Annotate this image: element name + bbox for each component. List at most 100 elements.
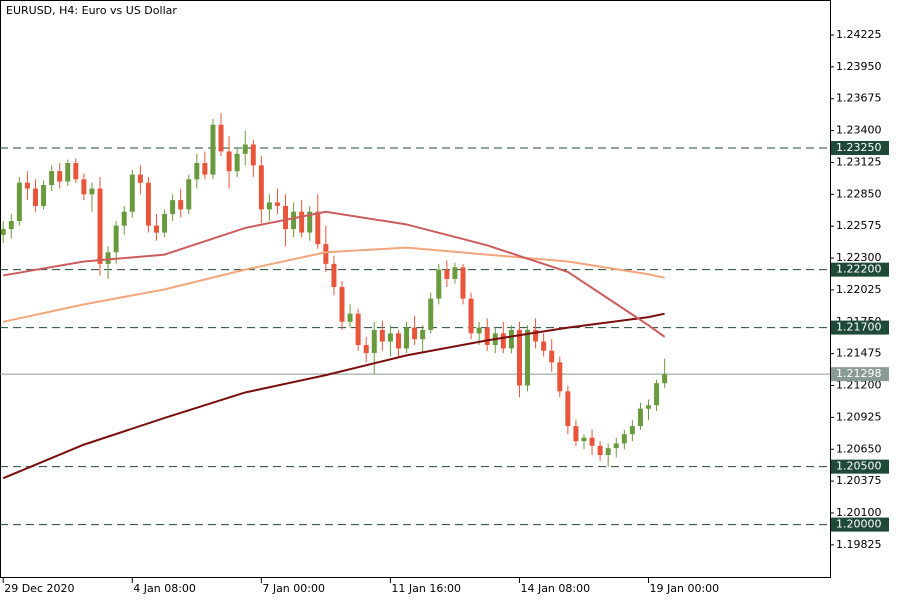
candle-body — [621, 434, 627, 444]
plot-layer — [0, 113, 830, 526]
candle-body — [444, 269, 450, 279]
candle-body — [0, 229, 6, 235]
level-tag — [831, 517, 889, 532]
candle-body — [646, 405, 652, 409]
y-tick-label: 1.22850 — [836, 187, 882, 200]
candle-body — [541, 341, 547, 351]
x-tick-label: 29 Dec 2020 — [4, 582, 74, 595]
moving-average — [2, 312, 665, 480]
candle-body — [484, 327, 490, 345]
x-tick-label: 19 Jan 00:00 — [650, 582, 720, 595]
candle-body — [274, 202, 280, 206]
candle-body — [194, 163, 200, 180]
candle-body — [412, 327, 418, 340]
candle-body — [145, 182, 151, 226]
y-tick-label: 1.23400 — [836, 124, 882, 137]
candle-body — [581, 437, 587, 442]
chart-title: EURUSD, H4: Euro vs US Dollar — [6, 4, 177, 17]
y-tick-label: 1.20100 — [836, 506, 882, 519]
level-tag — [831, 459, 889, 474]
candle-body — [387, 333, 393, 342]
level-tag — [831, 262, 889, 277]
y-tick-label: 1.20650 — [836, 442, 882, 455]
candle-body — [508, 329, 514, 349]
candle-body — [525, 329, 531, 386]
y-tick-label: 1.20375 — [836, 474, 882, 487]
y-tick-label: 1.21475 — [836, 347, 882, 360]
y-tick-label: 1.19825 — [836, 538, 882, 551]
candle-body — [460, 267, 466, 299]
candle-body — [404, 327, 410, 349]
moving-average — [3, 210, 666, 338]
y-tick-label: 1.22025 — [836, 283, 882, 296]
y-tick-label: 1.20925 — [836, 410, 882, 423]
candle-body — [573, 426, 579, 442]
candle-body — [605, 448, 611, 456]
candle-body — [129, 174, 135, 212]
level-label: 1.20000 — [836, 518, 882, 531]
candle-body — [24, 182, 30, 189]
candle-body — [226, 151, 232, 172]
x-tick-label: 14 Jan 08:00 — [520, 582, 590, 595]
candle-body — [323, 244, 329, 264]
candle-body — [170, 200, 176, 215]
candle-body — [395, 333, 401, 349]
candle-body — [16, 182, 22, 221]
moving-average — [3, 246, 665, 323]
candle-body — [65, 163, 71, 182]
candle-body — [363, 344, 369, 354]
candle-body — [218, 124, 224, 152]
candle-body — [597, 445, 603, 456]
candle-body — [57, 171, 63, 182]
candle-body — [315, 211, 321, 245]
candle-body — [428, 298, 434, 330]
candle-body — [137, 174, 143, 183]
candle-body — [654, 383, 660, 406]
candle-body — [105, 252, 111, 264]
candle-body — [250, 144, 256, 166]
candle-body — [452, 267, 458, 279]
level-label: 1.21700 — [836, 321, 882, 334]
candle-body — [97, 188, 103, 264]
candle-body — [258, 165, 264, 210]
candle-body — [662, 374, 668, 384]
candle-body — [8, 220, 14, 230]
y-tick-label: 1.24225 — [836, 28, 882, 41]
level-tag — [831, 140, 889, 155]
candle-body — [291, 211, 297, 230]
candle-body — [331, 263, 337, 288]
candle-body — [629, 426, 635, 435]
candle-body — [371, 329, 377, 354]
candle-body — [500, 333, 506, 349]
level-label: 1.20500 — [836, 460, 882, 473]
y-tick-label: 1.23950 — [836, 60, 882, 73]
candle-body — [81, 179, 87, 195]
candle-body — [339, 287, 345, 322]
candle-body — [283, 205, 289, 230]
candle-body — [162, 214, 168, 233]
candle-body — [41, 185, 47, 206]
candle-body — [589, 437, 595, 446]
candle-body — [549, 350, 555, 363]
price-tag — [831, 367, 889, 382]
y-tick-label: 1.21200 — [836, 379, 882, 392]
candle-body — [355, 313, 361, 345]
plot-area — [0, 0, 831, 578]
candle-body — [266, 202, 272, 210]
candle-body — [516, 329, 522, 386]
y-tick-label: 1.23125 — [836, 155, 882, 168]
candle-body — [73, 163, 79, 180]
y-tick-label: 1.23675 — [836, 92, 882, 105]
candle-body — [637, 408, 643, 427]
candle-body — [533, 329, 539, 342]
candle-body — [420, 329, 426, 340]
y-tick-label: 1.22575 — [836, 219, 882, 232]
candle-body — [476, 327, 482, 334]
candle-body — [613, 443, 619, 449]
candle-body — [153, 225, 159, 233]
candle-body — [379, 329, 385, 342]
x-tick-label: 11 Jan 16:00 — [391, 582, 461, 595]
candle-body — [186, 179, 192, 210]
candle-body — [202, 163, 208, 175]
